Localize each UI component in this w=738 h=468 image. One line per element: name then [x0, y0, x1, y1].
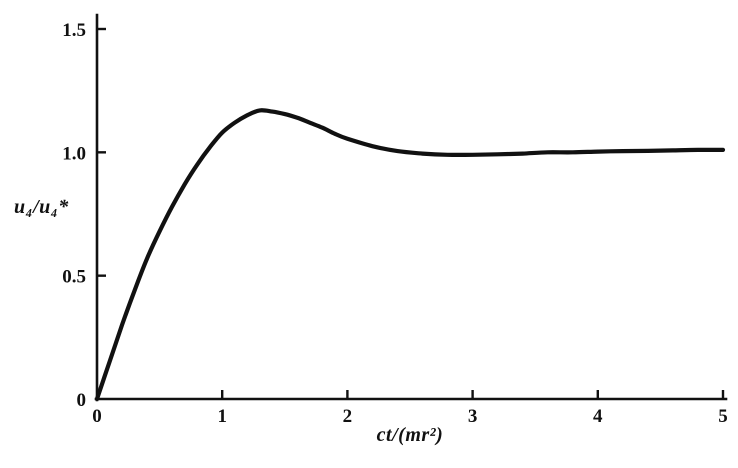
x-tick-label: 4	[593, 406, 603, 427]
x-tick-label: 2	[343, 406, 353, 427]
x-axis-label: ct/(mr²)	[376, 424, 444, 446]
y-axis-label: u₄/u₄*	[14, 196, 69, 218]
y-tick-label: 0.5	[62, 267, 86, 288]
x-tick-label: 5	[718, 406, 728, 427]
series-curve	[94, 108, 726, 402]
y-tick-label: 1.0	[62, 143, 86, 164]
y-tick-label: 0	[77, 390, 87, 411]
y-tick-label: 1.5	[62, 20, 86, 41]
x-tick-label: 1	[217, 406, 227, 427]
x-tick-label: 3	[468, 406, 478, 427]
x-tick-label: 0	[92, 406, 102, 427]
